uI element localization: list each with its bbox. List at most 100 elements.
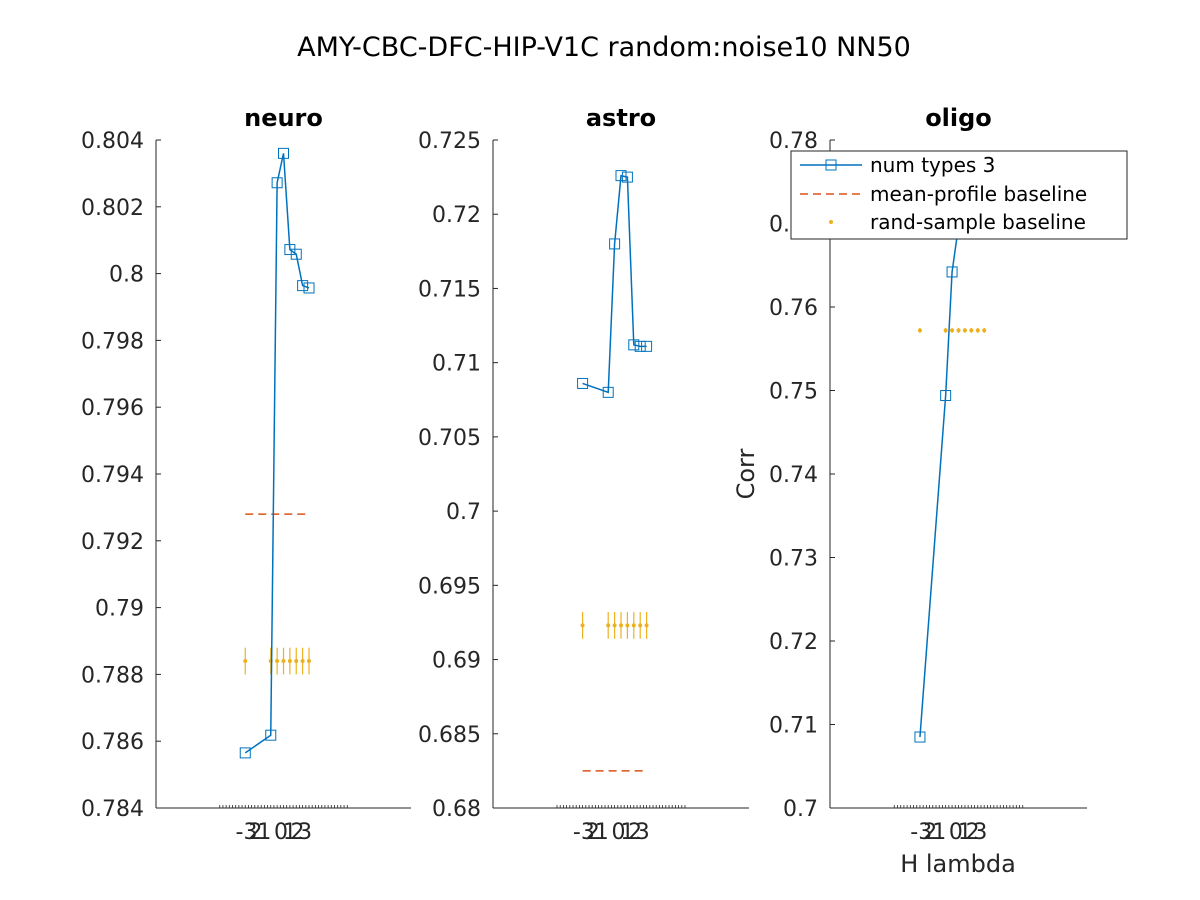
y-tick-label: 0.78 <box>769 129 818 154</box>
y-tick-label: 0.79 <box>95 597 144 622</box>
y-tick-label: 0.802 <box>81 196 144 221</box>
y-tick-label: 0.695 <box>418 574 481 599</box>
y-tick-label: 0.7 <box>783 797 818 822</box>
rand-sample-point <box>619 623 623 628</box>
rand-sample-point <box>982 328 987 333</box>
x-tick-label: 0 <box>949 820 963 845</box>
y-tick-label: 0.72 <box>769 630 818 655</box>
x-tick-label: -3 <box>236 820 258 845</box>
rand-sample-point <box>943 328 948 333</box>
series-marker <box>271 177 283 189</box>
x-tick-label: 2 <box>291 820 305 845</box>
y-tick-label: 0.8 <box>109 263 144 288</box>
y-tick-label: 0.72 <box>432 203 481 228</box>
x-tick-label: 1 <box>283 820 297 845</box>
y-tick-label: 0.796 <box>81 396 144 421</box>
figure-title: AMY-CBC-DFC-HIP-V1C random:noise10 NN50 <box>297 32 911 63</box>
legend-label-mean-baseline: mean-profile baseline <box>870 182 1087 206</box>
series-marker <box>297 280 309 292</box>
rand-sample-point <box>275 659 280 664</box>
legend-square-marker <box>825 159 837 171</box>
plot-area-neuro <box>239 147 315 759</box>
panels: 0.784 0.786 0.788 0.79 0.792 0.794 0.796 0.798 0… <box>81 104 1087 845</box>
legend-dot-marker <box>829 220 833 224</box>
series-marker <box>634 340 646 352</box>
rand-sample-point <box>612 623 617 628</box>
panel-title: neuro <box>244 104 323 132</box>
series-marker <box>621 171 633 183</box>
y-tick-label: 0.798 <box>81 329 144 354</box>
series-marker <box>303 282 315 294</box>
y-tick-label: 0.786 <box>81 730 144 755</box>
x-tick-label: 0 <box>274 820 288 845</box>
x-tick-label: 2 <box>966 820 980 845</box>
x-tick-label: -3 <box>910 820 932 845</box>
y-tick-label: 0.71 <box>432 352 481 377</box>
legend: num types 3 mean-profile baseline rand-s… <box>790 150 1128 240</box>
y-tick-label: 0.74 <box>769 463 818 488</box>
x-axis-label: H lambda <box>900 850 1016 878</box>
series-line-num-types-3 <box>582 174 647 394</box>
panel-astro: 0.68 0.685 0.69 0.695 0.7 0.705 0.71 0.715 0.72 0… <box>418 104 749 845</box>
y-tick-label: 0.804 <box>81 129 144 154</box>
series-marker <box>609 238 621 250</box>
rand-sample-point <box>281 659 286 664</box>
rand-sample-point <box>631 623 636 628</box>
y-tick-label: 0.788 <box>81 663 144 688</box>
rand-sample-point <box>625 623 630 628</box>
plot-area-oligo <box>914 220 990 743</box>
y-tick-label: 0.75 <box>769 380 818 405</box>
y-tick-label: 0.685 <box>418 723 481 748</box>
y-tick-label: 0.7 <box>446 500 481 525</box>
series-marker <box>577 377 589 389</box>
x-tick-label: -3 <box>573 820 595 845</box>
rand-sample-point <box>294 659 299 664</box>
rand-sample-point <box>644 623 649 628</box>
rand-sample-point <box>287 659 292 664</box>
rand-sample-point <box>950 328 955 333</box>
x-tick-label: 1 <box>595 820 609 845</box>
rand-sample-point <box>969 328 974 333</box>
series-marker <box>940 390 952 402</box>
legend-entry-rand-baseline: rand-sample baseline <box>829 210 1086 234</box>
rand-sample-point <box>243 659 248 664</box>
series-marker <box>290 248 302 260</box>
x-tick-label: 2 <box>586 820 600 845</box>
plot-area-astro <box>577 170 653 772</box>
rand-sample-point <box>300 659 305 664</box>
x-tick-label: 2 <box>923 820 937 845</box>
x-tick-label: 1 <box>932 820 946 845</box>
x-tick-label: 3 <box>636 820 650 845</box>
legend-label-series: num types 3 <box>870 153 995 177</box>
rand-sample-point <box>975 328 980 333</box>
y-tick-label: 0.784 <box>81 797 144 822</box>
x-tick-label: 1 <box>958 820 972 845</box>
rand-sample-point <box>956 328 961 333</box>
rand-sample-point <box>962 328 967 333</box>
rand-sample-point <box>307 659 311 664</box>
x-tick-label: 1 <box>620 820 634 845</box>
y-tick-label: 0.792 <box>81 530 144 555</box>
y-tick-label: 0.705 <box>418 426 481 451</box>
legend-label-rand-baseline: rand-sample baseline <box>870 210 1086 234</box>
y-tick-label: 0.76 <box>769 296 818 321</box>
rand-sample-point <box>638 623 643 628</box>
x-tick-label: 3 <box>298 820 312 845</box>
rand-sample-point <box>917 328 922 333</box>
x-tick-label: 3 <box>973 820 987 845</box>
y-tick-label: 0.71 <box>769 714 818 739</box>
series-line-num-types-3 <box>919 225 985 738</box>
panel-title: astro <box>586 104 656 132</box>
series-marker <box>914 731 926 743</box>
x-tick-label: 2 <box>628 820 642 845</box>
legend-entry-series: num types 3 <box>800 153 995 177</box>
y-axis-label: Corr <box>732 448 760 499</box>
x-tick-label: 0 <box>611 820 625 845</box>
series-marker <box>602 386 614 398</box>
y-tick-label: 0.68 <box>432 797 481 822</box>
series-marker <box>641 340 653 352</box>
series-marker <box>946 266 958 278</box>
y-tick-label: 0.715 <box>418 277 481 302</box>
legend-entry-mean-baseline: mean-profile baseline <box>800 182 1087 206</box>
